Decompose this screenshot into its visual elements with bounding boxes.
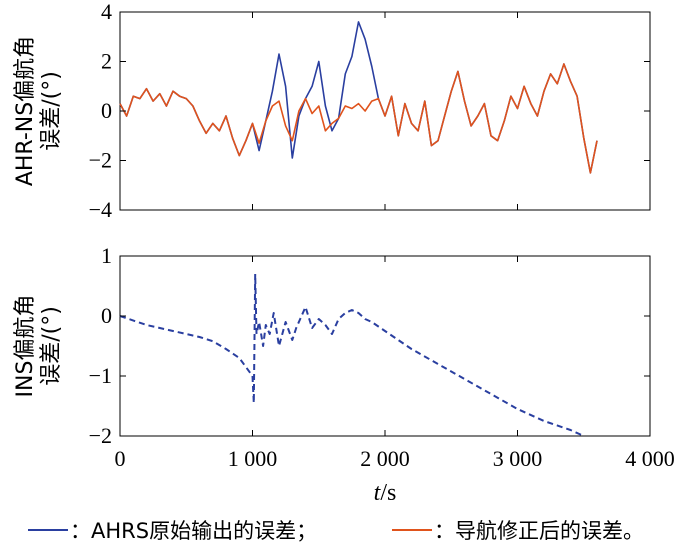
- x-tick-label: 0: [115, 446, 126, 471]
- y-tick-label: −4: [89, 197, 112, 222]
- y-axis-label-line1: INS偏航角: [13, 295, 38, 398]
- y-axis-label-line2: 误差/(°): [39, 71, 64, 151]
- plot-frame: [119, 11, 651, 211]
- series-group: [119, 21, 598, 174]
- x-axis-label-unit: /s: [380, 480, 396, 506]
- tick-group: −2 −1 0 1 0 1 000 2 000 3 000 4 000: [89, 243, 675, 471]
- x-tick-label: 3 000: [493, 446, 543, 471]
- y-axis-label-line1: AHR-NS偏航角: [13, 36, 38, 186]
- y-tick-label: 1: [101, 243, 112, 268]
- plot-yaw-error-ins: −2 −1 0 1 0 1 000 2 000 3 000 4 000 INS偏航角 误差/(°…: [13, 243, 675, 506]
- series-group: [119, 273, 585, 437]
- y-tick-label: 0: [101, 98, 112, 123]
- series-line-0: [119, 273, 585, 437]
- y-tick-label: −2: [89, 148, 112, 173]
- series-line-1: [119, 63, 598, 174]
- legend-label-ahrs: ：AHRS原始输出的误差；: [70, 519, 317, 543]
- y-tick-label: −2: [89, 423, 112, 448]
- legend: ：AHRS原始输出的误差； ：导航修正后的误差。: [28, 519, 644, 543]
- legend-label-corrected: ：导航修正后的误差。: [434, 519, 644, 543]
- series-line-0: [119, 21, 598, 174]
- y-axis-label-line2: 误差/(°): [39, 306, 64, 386]
- x-axis-label-var: t: [374, 480, 382, 506]
- x-tick-label: 2 000: [360, 446, 410, 471]
- y-tick-label: −1: [89, 363, 112, 388]
- plot-yaw-error-ahrs-ns: −4 −2 0 2 4 AHR-NS偏航角 误差/(°): [13, 0, 651, 222]
- y-tick-label: 0: [101, 303, 112, 328]
- tick-group: −4 −2 0 2 4: [89, 0, 651, 222]
- x-axis-label: t/s: [374, 480, 397, 506]
- x-tick-label: 1 000: [228, 446, 278, 471]
- x-tick-label: 4 000: [625, 446, 675, 471]
- y-tick-label: 2: [101, 49, 112, 74]
- plot-frame: [119, 255, 651, 437]
- y-tick-label: 4: [101, 0, 112, 24]
